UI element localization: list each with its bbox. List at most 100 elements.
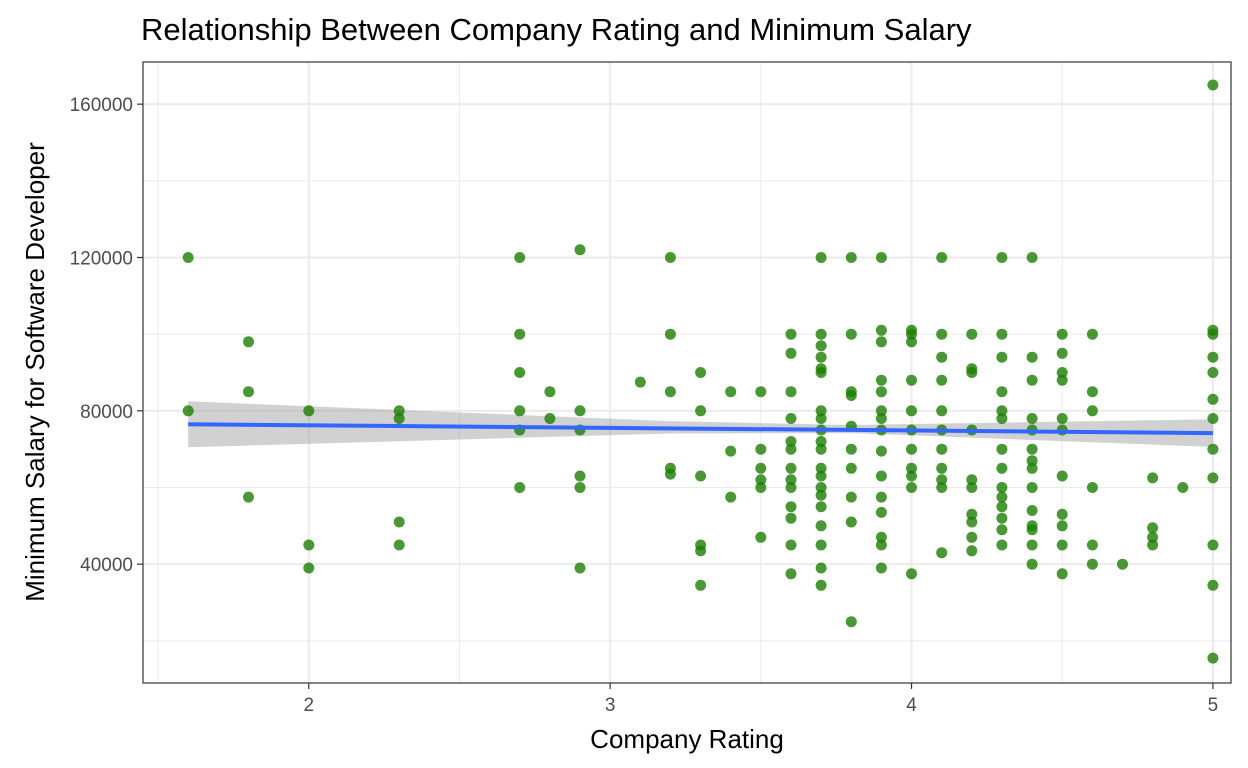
y-tick-label: 160000 (70, 95, 133, 116)
data-point (1207, 443, 1219, 455)
data-point (966, 482, 978, 493)
data-point (514, 367, 526, 378)
data-point (1086, 482, 1098, 493)
data-point (1026, 443, 1038, 455)
data-point (664, 468, 676, 480)
data-point (1086, 539, 1098, 551)
data-point (906, 470, 917, 482)
data-point (906, 336, 917, 348)
data-point (906, 405, 917, 417)
data-point (815, 252, 827, 263)
data-point (966, 516, 978, 528)
data-point (815, 462, 827, 474)
data-point (1207, 328, 1219, 340)
data-point (1056, 568, 1068, 580)
data-point (695, 470, 707, 482)
data-point (1056, 520, 1068, 532)
data-point (815, 405, 827, 417)
data-point (182, 405, 194, 417)
data-point (1026, 374, 1038, 386)
data-point (243, 386, 254, 398)
data-point (755, 482, 767, 493)
data-point (936, 351, 948, 363)
data-point (303, 405, 315, 417)
data-point (936, 462, 948, 474)
data-point (544, 413, 556, 424)
data-point (815, 340, 827, 352)
major-gridlines (143, 62, 1231, 683)
y-tick-label: 80000 (80, 402, 133, 423)
data-point (755, 531, 767, 543)
x-axis-title: Company Rating (590, 724, 784, 754)
data-point (755, 462, 767, 474)
data-point (785, 501, 797, 513)
data-point (393, 405, 405, 417)
data-point (574, 244, 586, 256)
data-point (1207, 393, 1219, 405)
data-point (845, 516, 857, 528)
data-point (785, 347, 797, 359)
data-point (875, 324, 887, 336)
data-point (966, 367, 978, 378)
data-point (1207, 652, 1219, 664)
data-point (695, 367, 707, 378)
data-point (815, 501, 827, 513)
data-point (996, 252, 1008, 263)
y-axis-title: Minimum Salary for Software Developer (20, 142, 50, 602)
data-point (514, 405, 526, 417)
data-point (996, 512, 1008, 524)
data-point (1056, 539, 1068, 551)
data-point (966, 545, 978, 557)
plot-panel-border (142, 61, 1232, 684)
data-point (1086, 386, 1098, 398)
data-point (1207, 351, 1219, 363)
data-point (936, 252, 948, 263)
data-point (845, 616, 857, 628)
x-axis: 2 3 4 5 (303, 683, 1218, 716)
data-point (966, 328, 978, 340)
data-point (815, 520, 827, 532)
data-point (725, 445, 737, 457)
data-point (936, 443, 948, 455)
data-point (815, 436, 827, 447)
data-point (514, 328, 526, 340)
data-point (785, 443, 797, 455)
data-point (875, 491, 887, 503)
data-point (966, 531, 978, 543)
data-point (906, 568, 917, 580)
data-point (1207, 367, 1219, 378)
data-point (664, 386, 676, 398)
data-point (393, 539, 405, 551)
data-point (1026, 462, 1038, 474)
data-point (544, 386, 556, 398)
data-point (1026, 558, 1038, 570)
data-point (1056, 367, 1068, 378)
data-point (695, 579, 707, 591)
data-point (966, 508, 978, 520)
data-point (1026, 413, 1038, 424)
data-point (1086, 405, 1098, 417)
data-point (875, 336, 887, 348)
data-point (1056, 347, 1068, 359)
data-point (936, 405, 948, 417)
data-point (1147, 531, 1159, 543)
data-point (1207, 579, 1219, 591)
data-point (725, 386, 737, 398)
data-point (815, 562, 827, 574)
data-point (785, 474, 797, 486)
data-point (1056, 413, 1068, 424)
plot-panel (143, 62, 1231, 683)
data-point (875, 506, 887, 518)
data-point (815, 351, 827, 363)
data-point (936, 482, 948, 493)
chart-title: Relationship Between Company Rating and … (141, 12, 972, 47)
data-point (514, 482, 526, 493)
data-point (996, 482, 1008, 493)
data-point (815, 470, 827, 482)
data-point (514, 252, 526, 263)
data-point (815, 443, 827, 455)
data-point (845, 328, 857, 340)
data-point (785, 512, 797, 524)
data-point (1086, 558, 1098, 570)
